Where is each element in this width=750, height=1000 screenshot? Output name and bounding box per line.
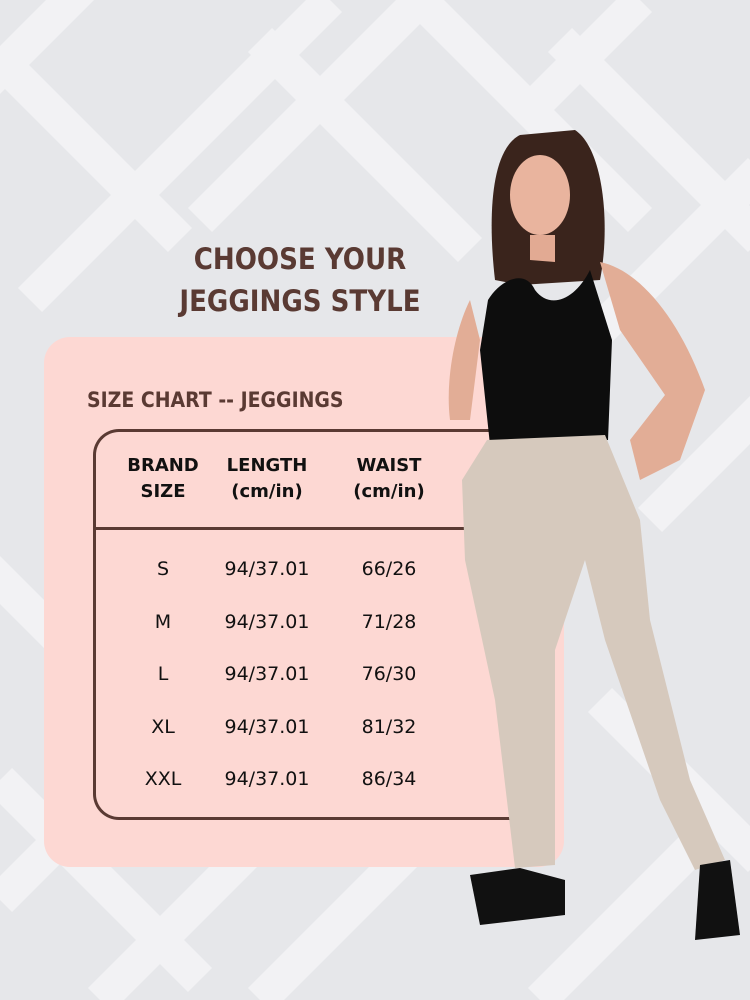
cell-waist: 71/28	[361, 610, 417, 633]
cell-waist: 66/26	[361, 558, 417, 580]
cell-waist: 81/32	[361, 715, 417, 738]
cell-length: 94/37.01	[224, 558, 310, 580]
cell-length: 94/37.01	[224, 715, 310, 738]
header-waist: WAIST (cm/in)	[353, 455, 425, 502]
cell-size: XL	[151, 715, 175, 738]
size-chart-table	[93, 429, 533, 820]
size-chart-title: SIZE CHART -- JEGGINGS	[87, 388, 344, 412]
heading-line-2: JEGGINGS STYLE	[179, 284, 421, 318]
cell-size: L	[157, 663, 169, 685]
cell-waist: 76/30	[361, 663, 417, 685]
cell-waist: 86/34	[361, 768, 417, 790]
cell-size: M	[154, 610, 172, 633]
cell-length: 94/37.01	[224, 663, 310, 685]
page-heading: CHOOSE YOUR JEGGINGS STYLE	[165, 238, 435, 322]
cell-length: 94/37.01	[224, 768, 310, 790]
header-brand-size: BRAND SIZE	[127, 455, 199, 502]
cell-size: S	[156, 558, 170, 580]
header-length: LENGTH (cm/in)	[226, 455, 308, 502]
header-divider	[93, 527, 473, 530]
cell-size: XXL	[144, 768, 182, 790]
heading-line-1: CHOOSE YOUR	[193, 242, 407, 276]
cell-length: 94/37.01	[224, 610, 310, 633]
